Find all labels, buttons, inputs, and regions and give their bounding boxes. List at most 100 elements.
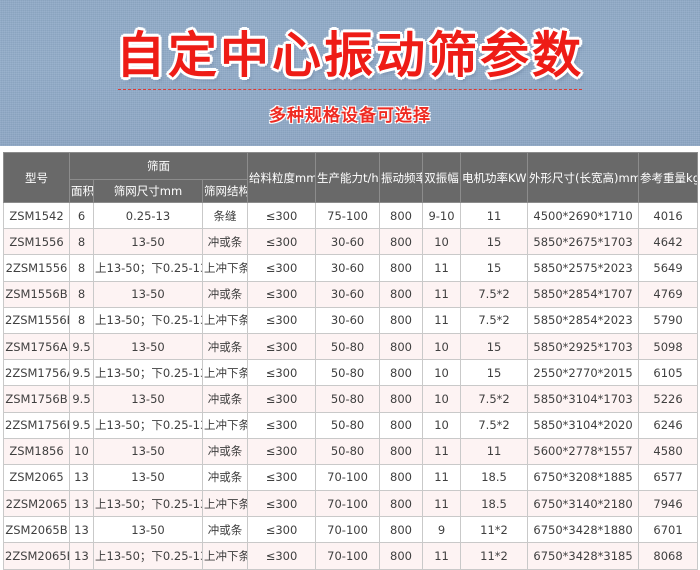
cell-feed-size: ≤300 <box>247 280 317 308</box>
cell-capacity: 50-80 <box>315 437 381 465</box>
banner-divider <box>118 89 582 90</box>
cell-power: 7.5*2 <box>460 280 529 308</box>
cell-mesh-type: 上冲下条 <box>201 254 249 282</box>
cell-amplitude: 10 <box>422 411 462 439</box>
cell-feed-size: ≤300 <box>247 359 317 387</box>
table-row: 2ZSM1556 8 上13-50；下0.25-13 上冲下条 ≤300 30-60 800… <box>3 254 699 282</box>
cell-dimension: 4500*2690*1710 <box>527 201 640 230</box>
cell-amplitude: 9 <box>422 516 462 544</box>
cell-model: ZSM1542 <box>3 201 70 230</box>
cell-amplitude: 11 <box>422 542 462 570</box>
cell-weight: 6701 <box>638 516 699 544</box>
cell-area: 8 <box>69 306 94 334</box>
cell-weight: 4642 <box>638 228 699 256</box>
cell-mesh-size: 13-50 <box>93 516 203 544</box>
cell-dimension: 5850*2854*1707 <box>527 280 640 308</box>
cell-frequency: 800 <box>379 359 424 387</box>
cell-feed-size: ≤300 <box>247 542 317 570</box>
table-body: ZSM1542 6 0.25-13 条缝 ≤300 75-100 800 9-10 11 4500… <box>3 201 699 570</box>
cell-mesh-size: 上13-50；下0.25-13 <box>93 411 203 439</box>
cell-power: 11 <box>460 437 529 465</box>
page-banner: 自定中心振动筛参数 多种规格设备可选择 <box>0 0 700 146</box>
cell-weight: 5649 <box>638 254 699 282</box>
cell-feed-size: ≤300 <box>247 411 317 439</box>
table-row: ZSM2065B 13 13-50 冲或条 ≤300 70-100 800 9 11*2 6750… <box>3 516 699 544</box>
cell-area: 6 <box>69 201 94 230</box>
cell-dimension: 5600*2778*1557 <box>527 437 640 465</box>
cell-mesh-size: 13-50 <box>93 280 203 308</box>
col-header-capacity: 生产能力t/h <box>315 152 381 203</box>
cell-model: 2ZSM1756B <box>3 411 70 439</box>
cell-area: 9.5 <box>69 385 94 413</box>
cell-model: ZSM1856 <box>3 437 70 465</box>
cell-model: 2ZSM1556B <box>3 306 70 334</box>
cell-frequency: 800 <box>379 490 424 518</box>
cell-weight: 6577 <box>638 463 699 492</box>
cell-feed-size: ≤300 <box>247 463 317 492</box>
cell-frequency: 800 <box>379 542 424 570</box>
cell-area: 8 <box>69 254 94 282</box>
table-row: 2ZSM1556B 8 上13-50；下0.25-13 上冲下条 ≤300 30-60 80… <box>3 306 699 334</box>
cell-power: 7.5*2 <box>460 411 529 439</box>
cell-area: 13 <box>69 542 94 570</box>
cell-mesh-size: 上13-50；下0.25-13 <box>93 542 203 570</box>
cell-mesh-size: 13-50 <box>93 228 203 256</box>
cell-frequency: 800 <box>379 201 424 230</box>
col-header-power: 电机功率KW <box>460 152 529 203</box>
cell-model: ZSM2065B <box>3 516 70 544</box>
col-header-dimension: 外形尺寸(长宽高)mm <box>527 152 640 203</box>
cell-feed-size: ≤300 <box>247 385 317 413</box>
cell-area: 8 <box>69 228 94 256</box>
cell-capacity: 30-60 <box>315 306 381 334</box>
cell-weight: 4580 <box>638 437 699 465</box>
cell-model: ZSM2065 <box>3 463 70 492</box>
cell-dimension: 6750*3428*1880 <box>527 516 640 544</box>
cell-model: 2ZSM1756A <box>3 359 70 387</box>
cell-mesh-type: 上冲下条 <box>201 359 249 387</box>
cell-amplitude: 10 <box>422 332 462 361</box>
table-row: ZSM1542 6 0.25-13 条缝 ≤300 75-100 800 9-10 11 4500… <box>3 201 699 230</box>
cell-mesh-size: 上13-50；下0.25-13 <box>93 490 203 518</box>
cell-power: 11*2 <box>460 516 529 544</box>
cell-area: 13 <box>69 463 94 492</box>
table-row: ZSM1756A 9.5 13-50 冲或条 ≤300 50-80 800 10 15 5850*… <box>3 332 699 361</box>
cell-capacity: 70-100 <box>315 542 381 570</box>
cell-dimension: 5850*2925*1703 <box>527 332 640 361</box>
cell-dimension: 5850*3104*2020 <box>527 411 640 439</box>
cell-power: 15 <box>460 359 529 387</box>
cell-mesh-type: 冲或条 <box>201 385 249 413</box>
col-header-feed-size: 给料粒度mm <box>247 152 317 203</box>
cell-mesh-type: 冲或条 <box>201 437 249 465</box>
cell-amplitude: 11 <box>422 437 462 465</box>
page-subtitle: 多种规格设备可选择 <box>269 106 431 126</box>
cell-model: 2ZSM2065B <box>3 542 70 570</box>
cell-feed-size: ≤300 <box>247 201 317 230</box>
cell-feed-size: ≤300 <box>247 254 317 282</box>
cell-capacity: 75-100 <box>315 201 381 230</box>
cell-power: 18.5 <box>460 463 529 492</box>
cell-mesh-size: 0.25-13 <box>93 201 203 230</box>
table-head: 型号 筛面 给料粒度mm 生产能力t/h 振动频率 双振幅 电机功率KW 外形尺… <box>3 152 699 203</box>
cell-model: ZSM1556B <box>3 280 70 308</box>
col-header-area: 面积 <box>69 179 94 203</box>
page-title: 自定中心振动筛参数 <box>115 27 584 84</box>
cell-mesh-type: 条缝 <box>201 201 249 230</box>
cell-mesh-type: 上冲下条 <box>201 306 249 334</box>
cell-frequency: 800 <box>379 254 424 282</box>
cell-frequency: 800 <box>379 228 424 256</box>
col-header-frequency: 振动频率 <box>379 152 424 203</box>
cell-mesh-type: 冲或条 <box>201 463 249 492</box>
cell-mesh-size: 13-50 <box>93 332 203 361</box>
cell-amplitude: 11 <box>422 306 462 334</box>
table-row: ZSM1756B 9.5 13-50 冲或条 ≤300 50-80 800 10 7.5*2 58… <box>3 385 699 413</box>
cell-power: 7.5*2 <box>460 385 529 413</box>
cell-mesh-size: 13-50 <box>93 385 203 413</box>
cell-capacity: 50-80 <box>315 332 381 361</box>
cell-feed-size: ≤300 <box>247 228 317 256</box>
table-row: 2ZSM1756A 9.5 上13-50；下0.25-13 上冲下条 ≤300 50-80… <box>3 359 699 387</box>
cell-capacity: 30-60 <box>315 254 381 282</box>
col-header-group-screen: 筛面 <box>68 152 249 180</box>
cell-mesh-type: 上冲下条 <box>201 542 249 570</box>
cell-capacity: 30-60 <box>315 280 381 308</box>
cell-area: 9.5 <box>69 332 94 361</box>
